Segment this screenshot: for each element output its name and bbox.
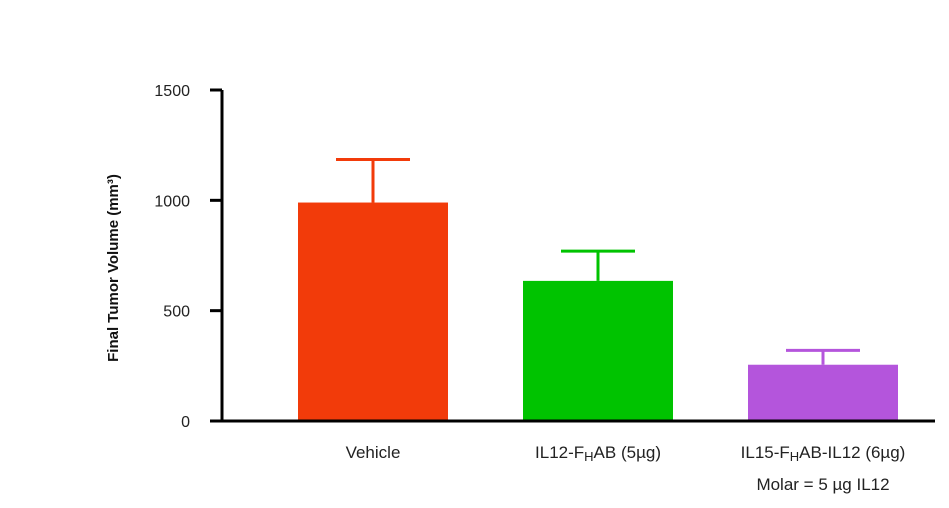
category-label: Vehicle: [346, 443, 401, 462]
y-tick-label: 500: [163, 304, 190, 321]
y-tick-label: 0: [181, 414, 190, 431]
category-label: IL12-FHAB (5µg): [535, 443, 661, 464]
bar: [523, 280, 673, 421]
bar: [298, 202, 448, 421]
y-tick-label: 1000: [154, 193, 190, 210]
y-tick-label: 1500: [154, 83, 190, 100]
category-label: IL15-FHAB-IL12 (6µg): [741, 443, 906, 464]
category-sublabel: Molar = 5 µg IL12: [756, 475, 889, 494]
y-axis-label: Final Tumor Volume (mm³): [105, 174, 122, 362]
bar: [748, 364, 898, 421]
